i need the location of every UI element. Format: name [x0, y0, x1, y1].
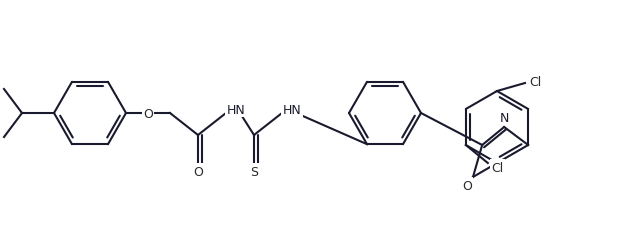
Text: HN: HN	[283, 103, 301, 116]
Text: O: O	[462, 179, 472, 192]
Text: O: O	[193, 165, 203, 178]
Text: HN: HN	[227, 103, 246, 116]
Text: O: O	[143, 107, 153, 120]
Text: N: N	[500, 111, 509, 124]
Text: Cl: Cl	[492, 161, 504, 174]
Text: S: S	[250, 165, 258, 178]
Text: Cl: Cl	[529, 75, 541, 88]
